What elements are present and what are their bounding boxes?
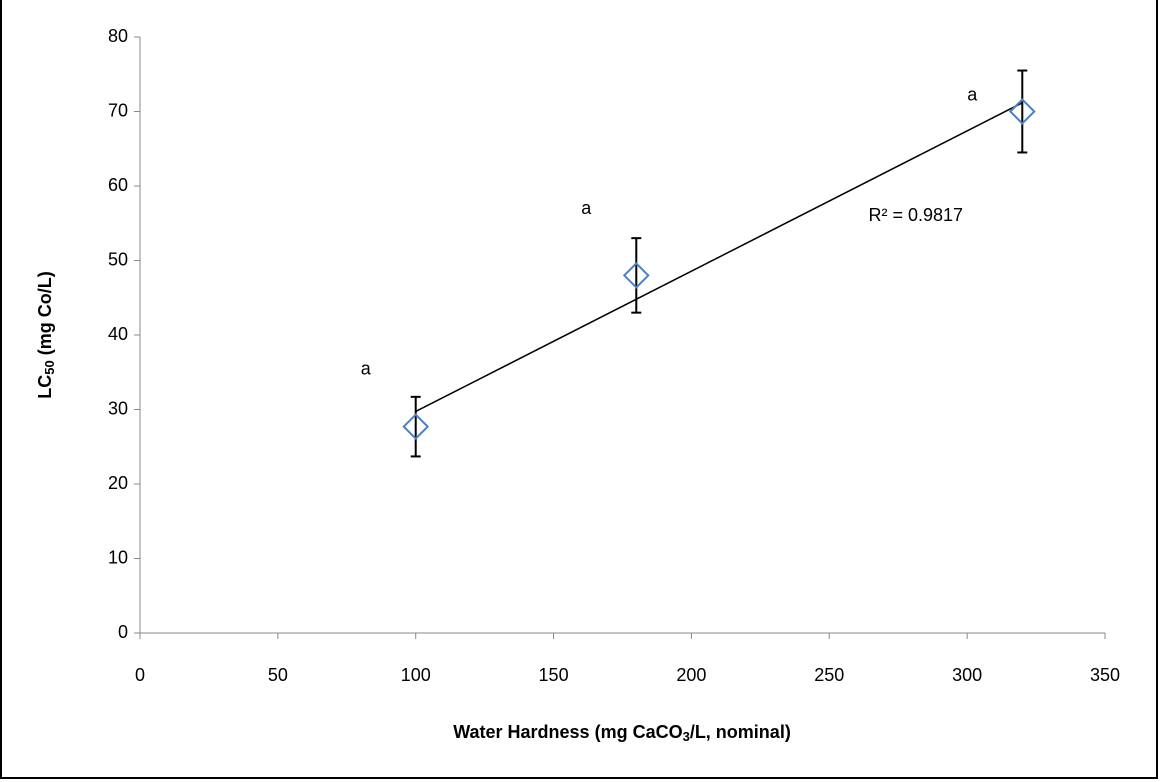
trendline bbox=[415, 102, 1023, 413]
x-axis-label-part: /L, nominal) bbox=[690, 722, 791, 742]
x-axis-label: Water Hardness (mg CaCO3/L, nominal) bbox=[453, 722, 791, 745]
y-tick-label: 80 bbox=[108, 26, 128, 46]
y-axis-label-part: (mg Co/L) bbox=[35, 271, 55, 360]
point-label: a bbox=[361, 358, 372, 378]
y-axis-label-part: LC bbox=[35, 375, 55, 399]
x-tick-label: 350 bbox=[1090, 665, 1120, 685]
x-tick-label: 100 bbox=[401, 665, 431, 685]
error-bar bbox=[410, 395, 421, 458]
point bbox=[622, 261, 650, 289]
y-tick-label: 70 bbox=[108, 100, 128, 120]
point-label: a bbox=[967, 84, 978, 104]
trendline-label: R² = 0.9817 bbox=[869, 205, 964, 225]
x-tick-label: 50 bbox=[268, 665, 288, 685]
y-tick-label: 10 bbox=[108, 547, 128, 567]
point bbox=[402, 413, 430, 441]
y-tick-label: 30 bbox=[108, 398, 128, 418]
x-axis-label-sub: 3 bbox=[683, 729, 690, 744]
x-axis-label-part: Water Hardness (mg CaCO bbox=[453, 722, 682, 742]
x-tick-label: 200 bbox=[676, 665, 706, 685]
y-tick-label: 20 bbox=[108, 473, 128, 493]
x-tick-label: 250 bbox=[814, 665, 844, 685]
error-bar bbox=[631, 237, 642, 314]
y-tick-label: 60 bbox=[108, 175, 128, 195]
error-bar bbox=[1017, 69, 1028, 154]
y-tick-label: 0 bbox=[118, 622, 128, 642]
y-tick-label: 40 bbox=[108, 324, 128, 344]
y-axis-label-sub: 50 bbox=[42, 360, 57, 374]
point bbox=[1008, 98, 1036, 125]
y-axis-label: LC50 (mg Co/L) bbox=[35, 271, 58, 398]
point-label: a bbox=[581, 198, 592, 218]
x-tick-label: 150 bbox=[539, 665, 569, 685]
x-tick-label: 300 bbox=[952, 665, 982, 685]
y-tick-label: 50 bbox=[108, 249, 128, 269]
x-tick-label: 0 bbox=[135, 665, 145, 685]
